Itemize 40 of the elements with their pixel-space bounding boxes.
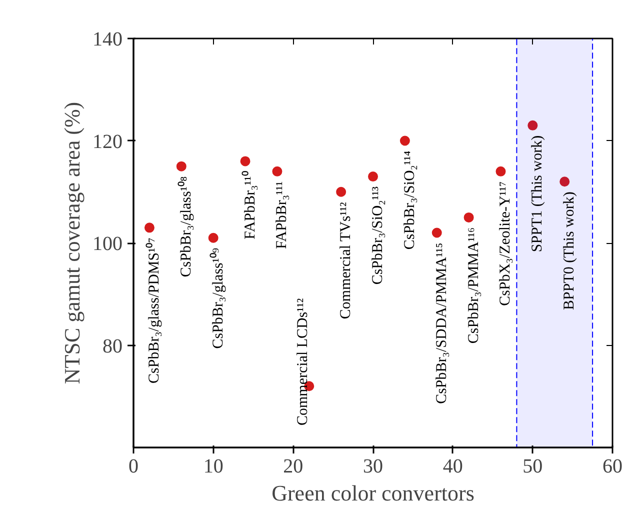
point <box>560 176 570 187</box>
x-tick-label: 40 <box>442 456 463 478</box>
point <box>240 156 250 166</box>
point <box>432 228 442 238</box>
annotation: Commercial TVs¹¹² <box>338 202 354 320</box>
annotation: CsPbBr₃/glass¹⁰⁸ <box>177 176 194 278</box>
x-tick-label: 0 <box>128 456 138 478</box>
annotation: Commercial LCDs¹¹² <box>295 298 312 426</box>
point <box>272 166 282 176</box>
point <box>400 136 410 146</box>
x-tick-label: 20 <box>283 456 304 478</box>
point <box>176 161 186 172</box>
y-tick-label: 120 <box>92 130 122 153</box>
y-tick-label: 140 <box>92 28 122 50</box>
annotation: FAPbBr₃¹¹⁰ <box>241 171 258 240</box>
point <box>464 212 474 222</box>
point <box>144 222 154 233</box>
point <box>336 186 346 197</box>
annotation: CsPbBr₃/glass¹⁰⁹ <box>209 248 226 349</box>
annotation: SPPT1 (This work) <box>530 135 546 252</box>
y-axis-title: NTSC gamut coverage area (%) <box>60 102 84 384</box>
y-tick-label: 100 <box>92 233 122 255</box>
annotation: BPPT0 (This work) <box>562 192 578 310</box>
point <box>208 232 218 243</box>
x-tick-label: 50 <box>522 456 543 478</box>
x-tick-label: 60 <box>602 456 622 478</box>
annotation: CsPbBr₃/PMMA¹¹⁶ <box>466 227 482 344</box>
annotation: CsPbX₃/Zeolite-Y¹¹⁷ <box>498 181 514 306</box>
annotation: CsPbBr₃/SDDA/PMMA¹¹⁵ <box>434 242 450 404</box>
annotation: FAPbBr₃¹¹¹ <box>274 181 290 250</box>
annotation: CsPbBr₃/glass/PDMS¹⁰⁷ <box>145 238 162 384</box>
x-tick-label: 10 <box>203 456 224 478</box>
x-axis-title: Green color convertors <box>272 480 474 506</box>
point <box>496 166 506 176</box>
annotation: CsPbBr₃/SiO₂¹¹³ <box>370 186 386 285</box>
annotation: CsPbBr₃/SiO₂¹¹⁴ <box>402 150 418 250</box>
x-tick-label: 30 <box>363 456 383 478</box>
point <box>528 120 538 130</box>
point <box>368 172 378 182</box>
y-tick-label: 80 <box>102 335 122 358</box>
